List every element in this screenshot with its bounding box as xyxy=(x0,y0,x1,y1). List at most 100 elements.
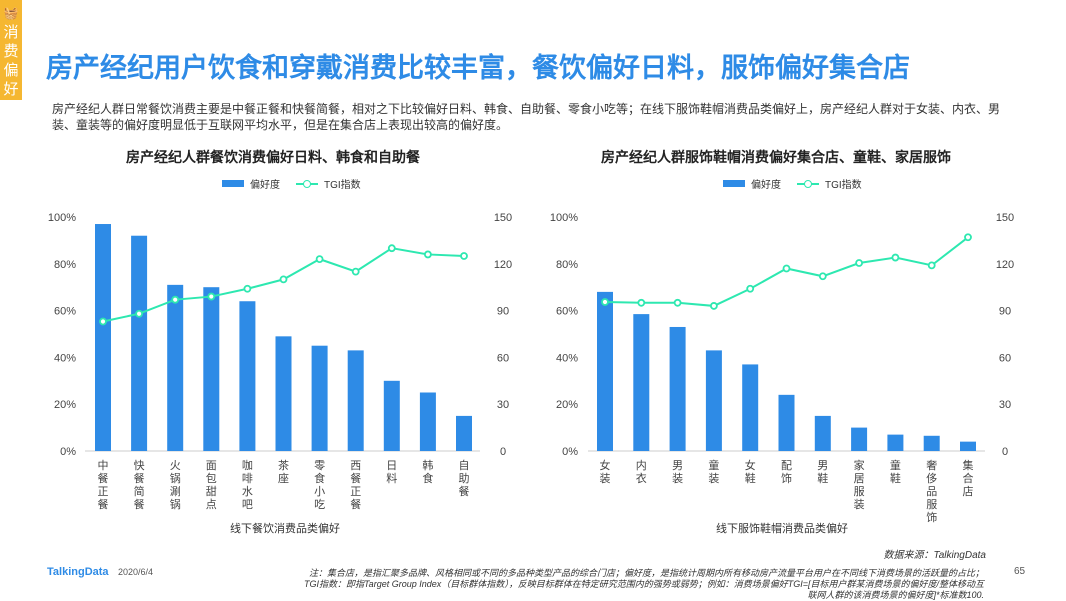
x-tick-label: 咖啡水吧 xyxy=(242,458,253,511)
x-tick-label: 火锅涮锅 xyxy=(170,460,181,511)
x-tick-label: 西餐正餐 xyxy=(350,460,361,511)
tgi-point xyxy=(891,253,900,262)
x-tick-label: 快餐简餐 xyxy=(134,459,145,511)
x-tick-label: 家居服装 xyxy=(854,458,865,511)
tgi-point xyxy=(601,298,609,306)
x-tick-label: 集合店 xyxy=(963,458,974,498)
page-number: 65 xyxy=(1014,566,1026,577)
tgi-point xyxy=(423,250,432,259)
y-left-tick-label: 80% xyxy=(54,259,76,271)
y-left-tick-label: 0% xyxy=(562,446,578,458)
y-left-tick-label: 80% xyxy=(556,259,578,271)
y-left-tick-label: 40% xyxy=(54,352,76,364)
y-right-tick-label: 0 xyxy=(500,446,506,458)
legend-line-swatch xyxy=(296,179,318,188)
talkingdata-logo: TalkingData xyxy=(47,566,109,578)
bar xyxy=(887,434,904,451)
date: 2020/6/4 xyxy=(118,567,154,577)
tgi-point xyxy=(927,261,936,270)
tgi-point xyxy=(243,284,252,293)
y-right-tick-label: 90 xyxy=(999,306,1011,318)
bar xyxy=(705,350,722,451)
chart-title-dining: 房产经纪人群餐饮消费偏好日料、韩食和自助餐 xyxy=(126,149,420,165)
bar xyxy=(347,350,364,451)
tgi-point xyxy=(99,317,107,326)
y-left-tick-label: 40% xyxy=(556,352,578,364)
bar xyxy=(778,394,795,451)
tgi-point xyxy=(637,298,646,307)
y-right-tick-label: 30 xyxy=(999,399,1011,411)
x-tick-label: 童装 xyxy=(708,458,719,485)
y-left-tick-label: 20% xyxy=(556,399,578,411)
y-left-tick-label: 20% xyxy=(54,399,76,411)
bar xyxy=(960,441,976,451)
y-left-tick-label: 0% xyxy=(60,446,76,458)
tgi-point xyxy=(782,264,791,273)
x-tick-label: 男装 xyxy=(672,460,683,485)
x-tick-label: 内衣 xyxy=(636,458,647,485)
bar xyxy=(275,336,292,451)
y-right-tick-label: 60 xyxy=(999,352,1011,364)
tgi-point xyxy=(315,255,324,264)
legend-apparel: 偏好度 TGI指数 xyxy=(723,176,862,191)
data-source: 数据来源：TalkingData xyxy=(883,550,986,561)
y-right-tick-label: 120 xyxy=(996,259,1014,271)
tgi-point xyxy=(460,252,468,260)
x-tick-label: 自助餐 xyxy=(459,459,470,498)
legend-dining: 偏好度 TGI指数 xyxy=(222,176,361,191)
basket-icon: 🧺 xyxy=(3,6,19,20)
legend-bar-swatch xyxy=(222,180,244,187)
y-right-tick-label: 60 xyxy=(497,352,509,364)
x-tick-label: 童鞋 xyxy=(890,458,901,485)
x-tick-label: 韩食 xyxy=(422,458,433,485)
bar xyxy=(814,415,831,451)
y-left-tick-label: 60% xyxy=(556,306,578,318)
xlabel-dining: 线下餐饮消费品类偏好 xyxy=(230,523,340,535)
tgi-point xyxy=(387,244,396,253)
page-title: 房产经纪用户饮食和穿戴消费比较丰富，餐饮偏好日料，服饰偏好集合店 xyxy=(46,53,910,83)
y-right-tick-label: 150 xyxy=(996,212,1014,224)
bar xyxy=(923,435,940,451)
bar xyxy=(633,314,650,451)
bar xyxy=(203,287,220,451)
xlabel-apparel: 线下服饰鞋帽消费品类偏好 xyxy=(716,523,848,535)
tgi-point xyxy=(964,233,972,242)
bar xyxy=(851,427,868,451)
tgi-point xyxy=(746,284,755,293)
tgi-point xyxy=(818,272,827,281)
bar xyxy=(167,284,184,451)
legend-line-label: TGI指数 xyxy=(324,180,361,191)
legend-bar-swatch xyxy=(723,180,745,187)
x-tick-label: 女鞋 xyxy=(745,458,756,485)
tgi-point xyxy=(279,275,288,284)
y-left-tick-label: 60% xyxy=(54,306,76,318)
footnote: 注：集合店，是指汇聚多品牌、风格相同或不同的多品种类型产品的综合门店；偏好度，是… xyxy=(304,568,984,600)
bar xyxy=(669,326,686,451)
x-tick-label: 女装 xyxy=(600,458,611,485)
tgi-point xyxy=(710,302,718,310)
legend-line-label: TGI指数 xyxy=(825,180,862,191)
x-tick-label: 面包甜点 xyxy=(206,460,217,511)
tgi-point xyxy=(673,298,682,307)
y-right-tick-label: 30 xyxy=(497,399,509,411)
tgi-point xyxy=(171,295,180,304)
x-tick-label: 男鞋 xyxy=(817,460,828,485)
bar xyxy=(311,345,328,451)
legend-bar-label: 偏好度 xyxy=(250,180,280,191)
y-left-tick-label: 100% xyxy=(48,212,76,224)
legend-bar-label: 偏好度 xyxy=(751,180,781,191)
x-tick-label: 日料 xyxy=(386,460,397,485)
x-tick-label: 奢侈品服饰 xyxy=(926,458,937,524)
tgi-point xyxy=(351,267,360,276)
y-left-tick-label: 100% xyxy=(550,212,578,224)
section-label: 消费偏好 xyxy=(3,24,19,98)
bar xyxy=(419,392,436,451)
bar xyxy=(742,364,759,451)
bar xyxy=(239,301,256,451)
chart-title-apparel: 房产经纪人群服饰鞋帽消费偏好集合店、童鞋、家居服饰 xyxy=(601,149,951,165)
x-tick-label: 中餐正餐 xyxy=(98,459,109,511)
x-tick-label: 茶座 xyxy=(278,459,289,485)
tgi-point xyxy=(855,259,863,267)
section-badge: 🧺 消费偏好 xyxy=(0,0,22,100)
